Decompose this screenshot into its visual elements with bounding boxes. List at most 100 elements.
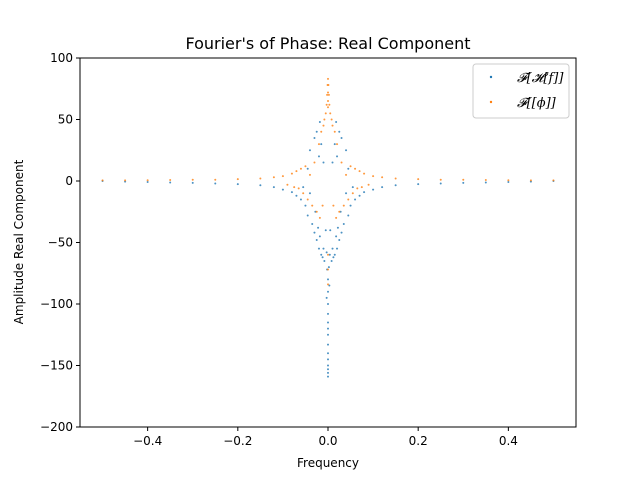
data-point: [321, 204, 324, 207]
data-point: [327, 303, 329, 305]
data-point: [327, 375, 329, 378]
data-point: [299, 167, 302, 170]
data-point: [321, 256, 324, 259]
data-point: [306, 198, 309, 201]
data-point: [327, 266, 330, 269]
y-tick-label: −50: [48, 236, 73, 250]
data-point: [507, 179, 510, 182]
data-point: [507, 180, 510, 183]
data-point: [358, 170, 361, 173]
data-point: [324, 229, 327, 232]
data-point: [462, 181, 465, 184]
data-point: [327, 371, 329, 374]
data-point: [351, 192, 354, 195]
data-point: [318, 120, 321, 123]
data-point: [323, 259, 326, 262]
data-point: [324, 112, 327, 115]
data-point: [335, 120, 338, 123]
data-point: [320, 130, 323, 133]
y-axis: −200 −150 −100 −50 0 50 100: [40, 51, 80, 434]
data-point: [345, 149, 348, 152]
data-point: [327, 321, 329, 324]
data-point: [340, 136, 343, 139]
data-point: [290, 172, 293, 175]
data-point: [327, 268, 329, 271]
data-point: [327, 77, 329, 80]
data-point: [281, 188, 284, 191]
data-point: [335, 235, 338, 238]
data-point: [327, 106, 329, 109]
data-point: [360, 186, 363, 189]
data-point: [308, 192, 311, 195]
data-point: [327, 253, 329, 256]
data-point: [335, 216, 338, 219]
legend-label-series-1: 𝓕[𝓗[f]]: [517, 71, 564, 86]
data-point: [345, 192, 348, 195]
data-point: [342, 223, 345, 226]
data-point: [325, 103, 328, 106]
data-point: [356, 187, 359, 190]
data-point: [333, 253, 336, 256]
data-point: [281, 175, 284, 178]
data-point: [311, 204, 314, 207]
data-point: [333, 130, 336, 133]
plot-area: [79, 57, 577, 428]
data-point: [417, 183, 420, 186]
data-point: [317, 143, 320, 146]
data-point: [323, 118, 326, 121]
data-point: [342, 204, 345, 207]
data-point: [340, 231, 343, 234]
data-point: [236, 183, 239, 186]
data-point: [320, 253, 323, 256]
data-point: [363, 172, 366, 175]
data-point: [381, 176, 384, 179]
data-point: [318, 216, 321, 219]
data-point: [322, 124, 325, 127]
data-point: [327, 100, 329, 103]
data-point: [372, 175, 375, 178]
data-point: [338, 239, 341, 242]
data-point: [320, 143, 323, 146]
data-point: [317, 247, 320, 250]
data-point: [330, 259, 333, 262]
legend-label-series-2: 𝓕[[ϕ]]: [517, 96, 557, 111]
data-point: [331, 124, 334, 127]
data-point: [327, 84, 330, 87]
data-point: [293, 186, 296, 189]
data-point: [333, 143, 336, 146]
data-point: [340, 161, 343, 164]
data-point: [315, 210, 318, 213]
data-point: [318, 235, 321, 238]
chart-title: Fourier's of Phase: Real Component: [185, 34, 470, 53]
data-point: [326, 93, 329, 96]
data-point: [290, 191, 293, 194]
y-tick-label: 100: [50, 51, 73, 65]
y-tick-label: 0: [65, 174, 73, 188]
data-point: [439, 178, 442, 181]
data-point: [354, 167, 357, 170]
data-point: [295, 170, 298, 173]
data-point: [327, 278, 329, 281]
data-point: [332, 204, 335, 207]
data-point: [299, 198, 302, 201]
data-point: [330, 118, 333, 121]
data-point: [308, 149, 311, 152]
data-point: [308, 173, 311, 176]
data-point: [325, 296, 328, 299]
data-point: [347, 198, 350, 201]
data-point: [351, 186, 354, 189]
y-tick-label: −100: [40, 297, 73, 311]
data-point: [327, 327, 329, 330]
data-point: [338, 210, 341, 213]
legend: 𝓕[𝓗[f]] 𝓕[[ϕ]]: [472, 63, 570, 119]
data-point: [317, 226, 320, 229]
data-point: [329, 229, 332, 232]
x-axis: −0.4 −0.2 0.0 0.2 0.4: [133, 427, 518, 448]
data-point: [336, 226, 339, 229]
data-point: [328, 284, 331, 287]
legend-marker-series-2: [489, 100, 493, 104]
data-point: [259, 177, 262, 180]
data-point: [327, 364, 329, 367]
data-point: [328, 253, 331, 256]
data-point: [327, 290, 329, 293]
